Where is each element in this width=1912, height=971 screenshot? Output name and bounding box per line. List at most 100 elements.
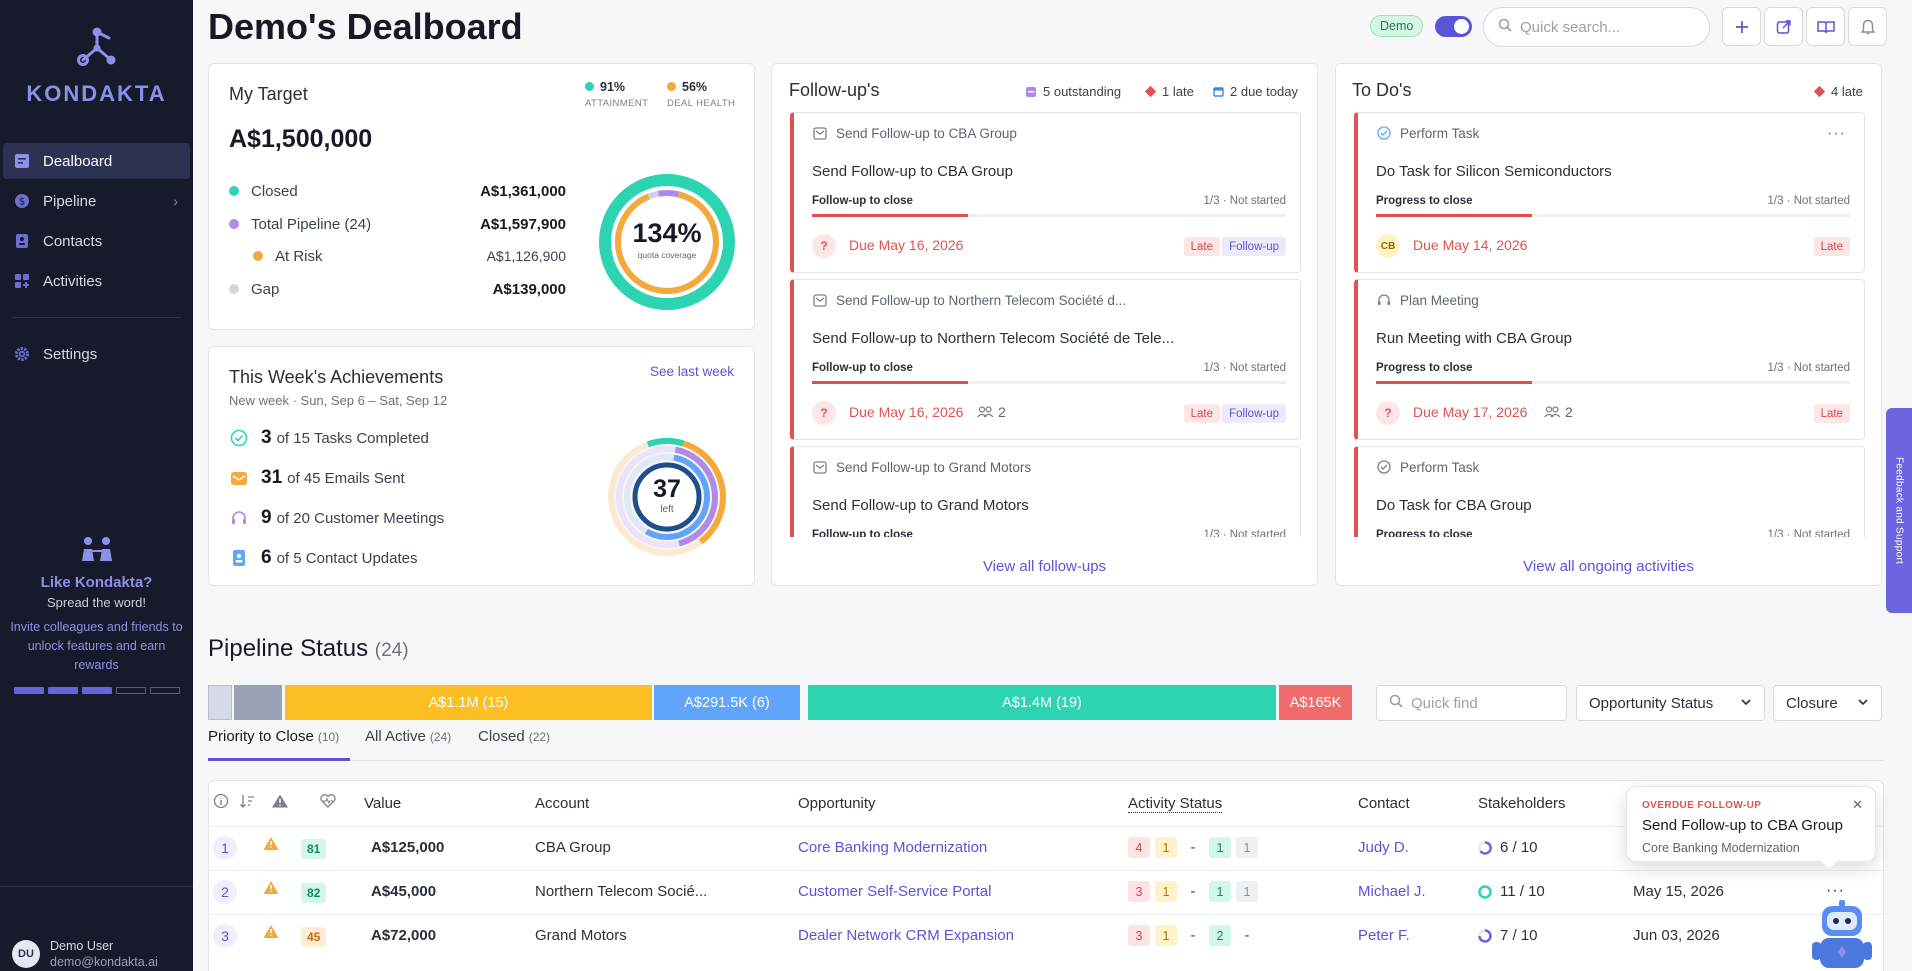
activity-other: 1 bbox=[1236, 881, 1258, 902]
user-profile[interactable]: DU Demo User demo@kondakta.ai bbox=[0, 886, 193, 971]
add-button[interactable] bbox=[1722, 7, 1761, 46]
see-last-week-link[interactable]: See last week bbox=[649, 364, 734, 379]
account-name: Northern Telecom Socié... bbox=[535, 883, 708, 900]
sidebar-item-pipeline[interactable]: $ Pipeline › bbox=[3, 183, 190, 219]
followup-item[interactable]: Send Follow-up to Grand Motors Send Foll… bbox=[790, 446, 1301, 537]
coverage-label: quota coverage bbox=[637, 250, 697, 260]
overdue-followup-popover[interactable]: OVERDUE FOLLOW-UP Send Follow-up to CBA … bbox=[1626, 786, 1876, 871]
pipeline-segment[interactable]: A$1.4M (19) bbox=[808, 685, 1276, 720]
sidebar-item-settings[interactable]: Settings bbox=[3, 336, 190, 372]
tab-priority-to-close[interactable]: Priority to Close (10) bbox=[208, 728, 339, 745]
todo-item[interactable]: Plan Meeting Run Meeting with CBA Group … bbox=[1354, 279, 1865, 440]
warning-diamond-icon bbox=[1145, 86, 1156, 97]
progress-step bbox=[47, 687, 78, 694]
info-icon[interactable] bbox=[213, 793, 229, 809]
meeting-icon bbox=[229, 508, 249, 528]
todo-type-text: Plan Meeting bbox=[1400, 292, 1479, 308]
pipeline-segment[interactable]: A$291.5K (6) bbox=[654, 685, 800, 720]
share-button[interactable] bbox=[1764, 7, 1803, 46]
mail-icon bbox=[813, 294, 827, 307]
close-date: May 15, 2026 bbox=[1633, 883, 1724, 900]
column-header-stakeholders[interactable]: Stakeholders bbox=[1478, 795, 1566, 812]
activity-overdue: 3 bbox=[1128, 881, 1150, 902]
health-heart-icon[interactable] bbox=[319, 793, 337, 809]
account-name: CBA Group bbox=[535, 839, 611, 856]
feedback-tab[interactable]: Feedback and Support bbox=[1886, 408, 1912, 613]
user-name: Demo User bbox=[50, 939, 114, 953]
book-button[interactable] bbox=[1806, 7, 1845, 46]
stakeholder-progress-icon bbox=[1478, 840, 1492, 855]
promo-progress bbox=[10, 687, 183, 694]
sidebar-item-activities[interactable]: Activities bbox=[3, 263, 190, 299]
pipeline-segment[interactable]: A$165K bbox=[1279, 685, 1352, 720]
sidebar-item-label: Pipeline bbox=[43, 192, 97, 210]
pipeline-segment[interactable] bbox=[234, 685, 282, 720]
quota-coverage-ring bbox=[599, 174, 735, 310]
column-header-activity-status[interactable]: Activity Status bbox=[1128, 795, 1223, 813]
warning-icon[interactable] bbox=[271, 793, 289, 809]
followup-item[interactable]: Send Follow-up to CBA Group Send Follow-… bbox=[790, 112, 1301, 273]
column-header-account[interactable]: Account bbox=[535, 795, 590, 812]
late-count: 4 late bbox=[1814, 84, 1863, 99]
pipeline-segment[interactable] bbox=[208, 685, 232, 720]
activity-empty: - bbox=[1190, 926, 1196, 944]
mode-badge: Demo bbox=[1370, 15, 1424, 37]
assistant-robot-icon[interactable] bbox=[1808, 900, 1876, 971]
demo-toggle[interactable] bbox=[1435, 16, 1472, 37]
followups-list[interactable]: Send Follow-up to CBA Group Send Follow-… bbox=[790, 112, 1301, 537]
closure-select[interactable]: Closure bbox=[1773, 685, 1882, 721]
achievements-card: This Week's Achievements See last week N… bbox=[208, 346, 755, 586]
select-value: Opportunity Status bbox=[1589, 694, 1714, 712]
column-header-contact[interactable]: Contact bbox=[1358, 795, 1410, 812]
column-header-opportunity[interactable]: Opportunity bbox=[798, 795, 876, 812]
attainment-label: ATTAINMENT bbox=[585, 98, 649, 109]
opportunity-link[interactable]: Customer Self-Service Portal bbox=[798, 883, 992, 900]
column-header-value[interactable]: Value bbox=[364, 795, 402, 812]
row-rank: 2 bbox=[213, 880, 237, 904]
opportunity-link[interactable]: Dealer Network CRM Expansion bbox=[798, 927, 1014, 944]
search-input[interactable]: Quick search... bbox=[1483, 7, 1710, 47]
view-all-followups-link[interactable]: View all follow-ups bbox=[982, 558, 1107, 575]
followup-item[interactable]: Send Follow-up to Northern Telecom Socié… bbox=[790, 279, 1301, 440]
table-row[interactable]: 1 81 A$125,000 CBA Group Core Banking Mo… bbox=[209, 826, 1883, 870]
sidebar-item-contacts[interactable]: Contacts bbox=[3, 223, 190, 259]
sort-icon[interactable] bbox=[239, 793, 255, 809]
opportunity-status-select[interactable]: Opportunity Status bbox=[1576, 685, 1765, 721]
opportunity-link[interactable]: Core Banking Modernization bbox=[798, 839, 988, 856]
sidebar-item-label: Dealboard bbox=[43, 152, 113, 170]
contact-link[interactable]: Judy D. bbox=[1358, 839, 1409, 856]
todos-list[interactable]: Perform Task ··· Do Task for Silicon Sem… bbox=[1354, 112, 1865, 537]
todo-name: Run Meeting with CBA Group bbox=[1376, 330, 1572, 347]
todo-item[interactable]: Perform Task Do Task for CBA Group Progr… bbox=[1354, 446, 1865, 537]
activity-due: 1 bbox=[1155, 925, 1177, 946]
tab-closed[interactable]: Closed (22) bbox=[478, 728, 550, 745]
todo-item[interactable]: Perform Task ··· Do Task for Silicon Sem… bbox=[1354, 112, 1865, 273]
progress-status: 1/3 · Not started bbox=[1767, 362, 1850, 374]
activity-due: 1 bbox=[1155, 837, 1177, 858]
followup-name: Send Follow-up to Northern Telecom Socié… bbox=[812, 330, 1175, 347]
warning-diamond-icon bbox=[1814, 86, 1825, 97]
table-row[interactable]: 2 82 A$45,000 Northern Telecom Socié... … bbox=[209, 870, 1883, 914]
contact-link[interactable]: Michael J. bbox=[1358, 883, 1426, 900]
notifications-button[interactable] bbox=[1848, 7, 1887, 46]
sidebar-item-dealboard[interactable]: Dealboard bbox=[3, 143, 190, 179]
table-row[interactable]: 3 45 A$72,000 Grand Motors Dealer Networ… bbox=[209, 914, 1883, 958]
todo-type-text: Perform Task bbox=[1400, 459, 1480, 475]
logo[interactable]: KONDAKTA bbox=[0, 26, 193, 107]
promo-text[interactable]: Invite colleagues and friends to unlock … bbox=[10, 620, 183, 672]
row-more-options-icon[interactable]: ··· bbox=[1826, 882, 1845, 899]
progress-step bbox=[115, 687, 146, 694]
close-icon[interactable]: ✕ bbox=[1852, 797, 1863, 812]
question-icon: ? bbox=[1376, 401, 1400, 425]
question-icon: ? bbox=[812, 401, 836, 425]
achievement-text: of 15 Tasks Completed bbox=[276, 429, 429, 447]
more-options-icon[interactable]: ··· bbox=[1827, 125, 1846, 142]
pipeline-segment[interactable]: A$1.1M (15) bbox=[285, 685, 652, 720]
contact-link[interactable]: Peter F. bbox=[1358, 927, 1410, 944]
stakeholder-progress-icon bbox=[1478, 928, 1492, 943]
pipeline-count: (24) bbox=[374, 640, 409, 661]
tab-all-active[interactable]: All Active (24) bbox=[365, 728, 451, 745]
view-all-activities-link[interactable]: View all ongoing activities bbox=[1523, 558, 1694, 575]
progress-bar bbox=[1376, 381, 1850, 384]
quick-find-input[interactable]: Quick find bbox=[1376, 685, 1567, 721]
